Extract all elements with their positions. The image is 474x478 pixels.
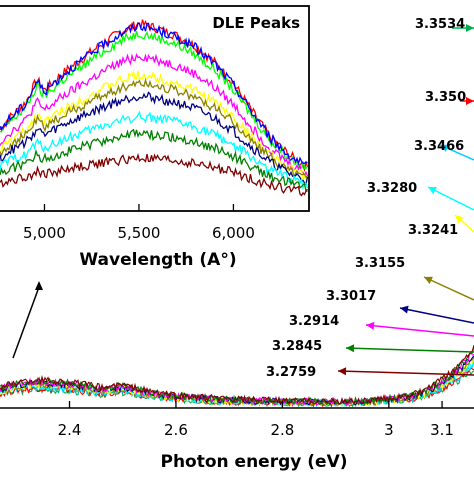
peak-annotation: 3.3466 (414, 139, 474, 161)
annotation-label: 3.2759 (266, 365, 316, 380)
inset-series-line (0, 152, 308, 197)
inset-frame (0, 5, 310, 212)
annotation-label: 3.3017 (326, 289, 376, 304)
annotations-group: 3.3534 3.350 3.3466 3.3280 3.3241 3.3155 3.301… (266, 17, 474, 380)
peak-annotation: 3.3241 (408, 214, 474, 238)
inset-x-tick-label: 5,500 (117, 224, 160, 242)
annotation-label: 3.3241 (408, 223, 458, 238)
inset-x-tick-label: 6,000 (212, 224, 255, 242)
annotation-arrowhead (455, 215, 464, 224)
main-x-tick-label: 2.4 (58, 421, 82, 439)
peak-annotation: 3.3280 (367, 181, 474, 211)
inset-series-line (0, 52, 309, 178)
annotation-label: 3.3280 (367, 181, 417, 196)
annotation-arrow (427, 186, 474, 211)
annotation-arrowhead (400, 305, 409, 314)
annotation-label: 3.350 (425, 90, 466, 105)
annotation-arrowhead (346, 344, 355, 353)
inset-series-group (0, 19, 309, 197)
peak-annotation: 3.2759 (266, 365, 474, 380)
annotation-label: 3.3534 (415, 17, 465, 32)
inset-series-line (0, 110, 309, 191)
main-x-tick-label: 3.1 (430, 421, 454, 439)
annotation-label: 3.2845 (272, 339, 322, 354)
annotation-arrowhead (338, 367, 347, 376)
main-x-tick-label: 3 (384, 421, 394, 439)
annotation-label: 3.3155 (355, 256, 405, 271)
inset-x-axis-label: Wavelength (A°) (79, 250, 236, 270)
annotation-arrowhead (466, 24, 474, 32)
peak-annotation: 3.2845 (272, 339, 474, 354)
inset-series-line (0, 22, 308, 166)
annotation-arrow (337, 370, 474, 376)
annotation-label: 3.2914 (289, 314, 339, 329)
peak-annotation: 3.350 (425, 90, 474, 105)
annotation-arrowhead (366, 321, 375, 330)
annotation-arrowhead (424, 276, 433, 284)
inset-x-tick-label: 5,000 (23, 224, 66, 242)
peak-annotation: 3.3017 (326, 289, 474, 324)
main-x-tick-label: 2.6 (164, 421, 188, 439)
main-x-axis-label: Photon energy (eV) (160, 452, 347, 472)
main-ticks-group: 2.4 2.6 2.8 3 3.1 (58, 401, 454, 439)
main-x-tick-label: 2.8 (270, 421, 294, 439)
annotation-arrow (423, 276, 474, 301)
peak-annotation: 3.2914 (289, 314, 474, 337)
inset-series-line (0, 128, 309, 193)
annotation-arrow (365, 324, 474, 337)
inset-pointer-arrow (12, 281, 43, 359)
main-series-group (0, 344, 474, 409)
annotation-arrowhead (428, 187, 437, 195)
inset-series-line (0, 77, 308, 180)
annotation-arrowhead (440, 144, 449, 152)
peak-annotation: 3.3534 (415, 17, 474, 32)
annotation-label: 3.3466 (414, 139, 464, 154)
annotation-arrow (345, 347, 474, 353)
peak-annotation: 3.3155 (355, 256, 474, 301)
annotation-arrow (399, 307, 474, 324)
inset-title: DLE Peaks (212, 14, 300, 32)
annotation-arrowhead (466, 97, 474, 105)
inset-series-line (0, 91, 309, 186)
main-series-line (0, 344, 474, 406)
